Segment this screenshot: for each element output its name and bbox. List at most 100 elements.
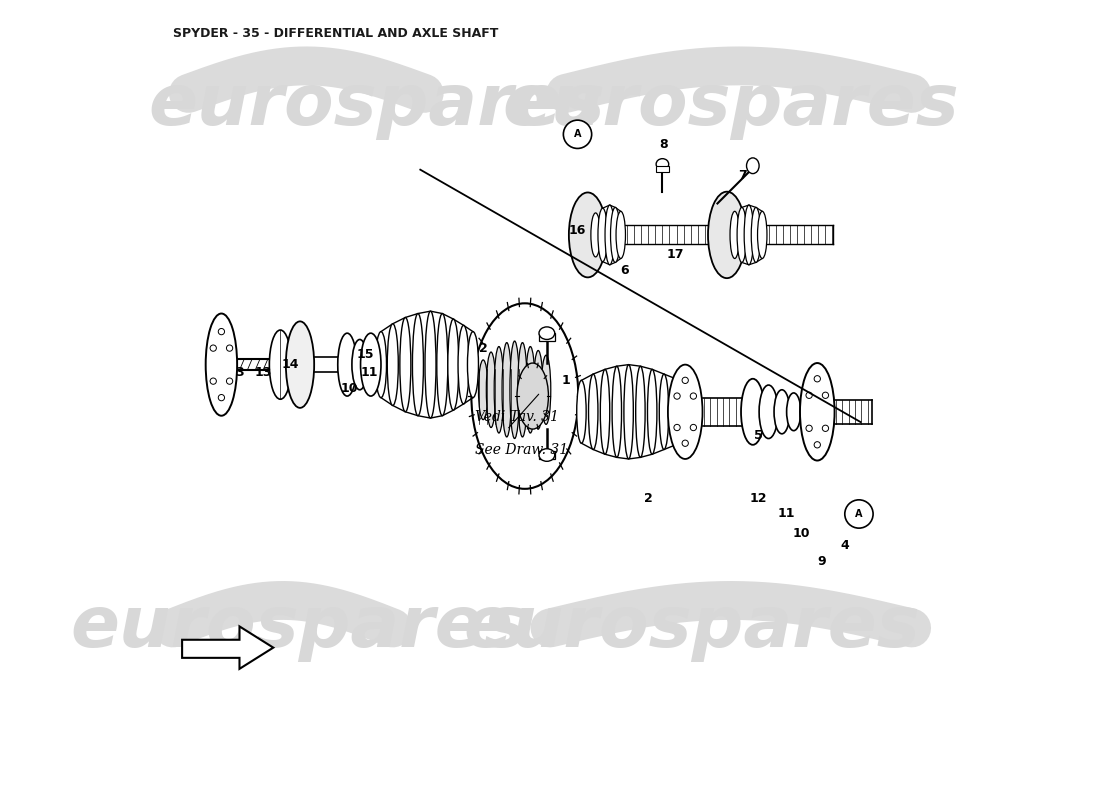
Text: SPYDER - 35 - DIFFERENTIAL AND AXLE SHAFT: SPYDER - 35 - DIFFERENTIAL AND AXLE SHAF… xyxy=(173,26,498,39)
Ellipse shape xyxy=(806,392,812,398)
Ellipse shape xyxy=(270,330,292,399)
Ellipse shape xyxy=(588,374,598,450)
Text: 8: 8 xyxy=(660,138,669,151)
Text: eurospares: eurospares xyxy=(503,70,959,140)
Text: 7: 7 xyxy=(738,170,747,182)
Ellipse shape xyxy=(218,329,224,334)
Ellipse shape xyxy=(823,392,828,398)
Text: 10: 10 xyxy=(793,527,811,540)
Ellipse shape xyxy=(494,346,504,433)
Ellipse shape xyxy=(758,211,767,258)
Ellipse shape xyxy=(375,332,386,398)
Text: 3: 3 xyxy=(235,366,244,379)
Ellipse shape xyxy=(502,342,512,437)
Text: 2: 2 xyxy=(478,342,487,355)
Ellipse shape xyxy=(352,339,367,390)
Ellipse shape xyxy=(227,345,233,351)
Text: 11: 11 xyxy=(777,507,794,521)
Text: See Draw. 31: See Draw. 31 xyxy=(475,443,569,458)
Text: 6: 6 xyxy=(620,264,629,277)
Ellipse shape xyxy=(610,207,620,262)
Ellipse shape xyxy=(741,378,764,445)
Text: 16: 16 xyxy=(569,225,586,238)
Ellipse shape xyxy=(468,332,478,398)
Ellipse shape xyxy=(400,318,411,412)
Ellipse shape xyxy=(737,207,747,262)
Ellipse shape xyxy=(674,393,680,399)
Text: 15: 15 xyxy=(356,348,374,361)
Ellipse shape xyxy=(624,365,634,459)
Bar xyxy=(539,333,554,341)
Text: eurospares: eurospares xyxy=(463,594,920,662)
Ellipse shape xyxy=(387,324,398,406)
Ellipse shape xyxy=(806,425,812,431)
Ellipse shape xyxy=(668,365,703,459)
Ellipse shape xyxy=(605,205,615,265)
Ellipse shape xyxy=(598,208,607,262)
Text: 11: 11 xyxy=(361,366,378,379)
Circle shape xyxy=(845,500,873,528)
Ellipse shape xyxy=(412,314,424,416)
Polygon shape xyxy=(183,626,273,669)
Ellipse shape xyxy=(786,393,801,430)
Ellipse shape xyxy=(361,333,381,396)
Ellipse shape xyxy=(576,380,586,443)
Ellipse shape xyxy=(616,211,626,258)
Ellipse shape xyxy=(448,319,459,410)
Ellipse shape xyxy=(674,424,680,430)
Ellipse shape xyxy=(682,440,689,446)
Text: 12: 12 xyxy=(749,492,767,505)
Text: eurospares: eurospares xyxy=(148,70,605,140)
Text: 4: 4 xyxy=(840,539,849,552)
Ellipse shape xyxy=(458,326,469,404)
Text: eurospares: eurospares xyxy=(70,594,527,662)
Bar xyxy=(656,166,669,172)
Ellipse shape xyxy=(671,378,681,445)
Ellipse shape xyxy=(517,363,549,429)
Text: 10: 10 xyxy=(341,382,359,394)
Ellipse shape xyxy=(425,311,436,418)
Ellipse shape xyxy=(472,303,579,489)
Ellipse shape xyxy=(814,442,821,448)
Text: A: A xyxy=(855,509,862,519)
Text: Vedi Tav. 31: Vedi Tav. 31 xyxy=(475,410,559,424)
Ellipse shape xyxy=(745,205,754,265)
Ellipse shape xyxy=(518,342,527,437)
Ellipse shape xyxy=(286,322,315,408)
Ellipse shape xyxy=(539,449,554,462)
Ellipse shape xyxy=(510,341,519,438)
Ellipse shape xyxy=(690,424,696,430)
Text: 1: 1 xyxy=(561,374,570,387)
Ellipse shape xyxy=(730,211,739,258)
Ellipse shape xyxy=(569,193,606,278)
Ellipse shape xyxy=(539,327,554,339)
Text: 2: 2 xyxy=(644,492,652,505)
Ellipse shape xyxy=(690,393,696,399)
Ellipse shape xyxy=(656,158,669,170)
Ellipse shape xyxy=(486,352,496,427)
Bar xyxy=(539,451,554,459)
Ellipse shape xyxy=(636,366,645,458)
Ellipse shape xyxy=(478,360,488,420)
Ellipse shape xyxy=(210,345,217,351)
Ellipse shape xyxy=(534,350,543,429)
Ellipse shape xyxy=(659,374,669,450)
Ellipse shape xyxy=(708,192,746,278)
Ellipse shape xyxy=(612,366,621,458)
Ellipse shape xyxy=(541,355,551,424)
Ellipse shape xyxy=(823,425,828,431)
Ellipse shape xyxy=(759,385,778,438)
Ellipse shape xyxy=(591,213,601,257)
Ellipse shape xyxy=(526,346,535,433)
Text: A: A xyxy=(574,130,581,139)
Ellipse shape xyxy=(648,370,657,454)
Ellipse shape xyxy=(800,363,835,461)
Ellipse shape xyxy=(682,378,689,383)
Ellipse shape xyxy=(227,378,233,384)
Text: 5: 5 xyxy=(754,429,762,442)
Text: 9: 9 xyxy=(817,554,825,568)
Ellipse shape xyxy=(747,158,759,174)
Ellipse shape xyxy=(437,314,448,416)
Text: 13: 13 xyxy=(254,366,272,379)
Text: 17: 17 xyxy=(667,248,684,261)
